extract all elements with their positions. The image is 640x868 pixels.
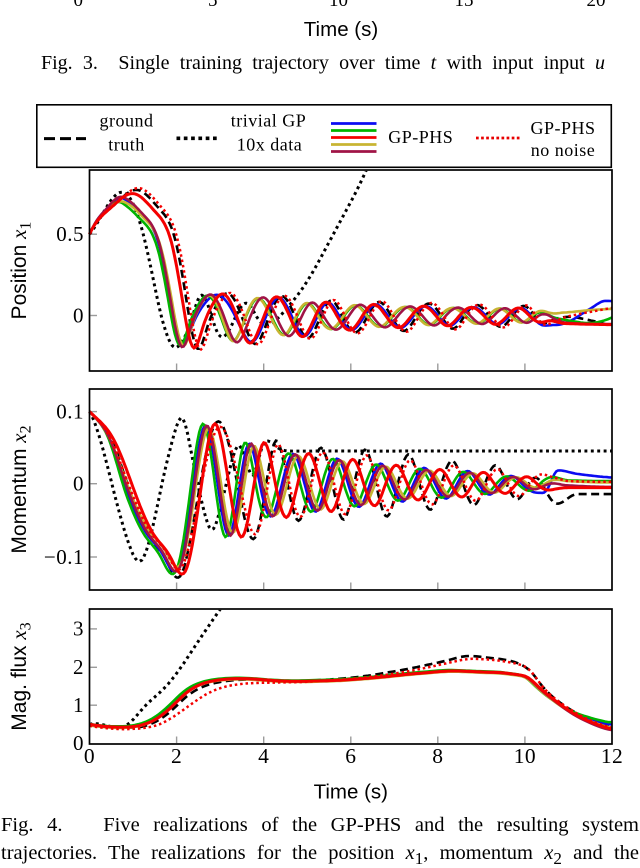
svg-text:ground: ground [100,111,154,131]
svg-text:3: 3 [73,617,84,641]
svg-text:0: 0 [73,472,84,496]
svg-text:Mag. flux x3: Mag. flux x3 [7,622,35,730]
svg-text:trivial GP: trivial GP [231,111,307,131]
svg-text:0: 0 [84,744,95,768]
svg-text:12: 12 [601,744,623,768]
svg-text:0: 0 [73,731,84,755]
svg-text:Time (s): Time (s) [314,781,388,804]
svg-text:Momentum x2: Momentum x2 [7,425,35,553]
svg-text:GP-PHS: GP-PHS [388,127,453,147]
svg-text:no noise: no noise [531,140,596,160]
svg-text:0.5: 0.5 [56,222,84,246]
svg-text:0: 0 [73,303,84,327]
svg-text:10x data: 10x data [237,134,302,154]
svg-text:truth: truth [108,134,145,154]
svg-text:2: 2 [73,655,84,679]
svg-text:GP-PHS: GP-PHS [530,118,595,138]
svg-text:10: 10 [514,744,536,768]
svg-text:1: 1 [73,693,84,717]
svg-text:6: 6 [345,744,356,768]
svg-text:−0.1: −0.1 [44,545,84,569]
svg-text:Position x1: Position x1 [7,222,35,320]
svg-text:2: 2 [171,744,182,768]
svg-text:0.1: 0.1 [56,399,84,423]
svg-text:4: 4 [258,744,269,768]
svg-text:8: 8 [432,744,443,768]
